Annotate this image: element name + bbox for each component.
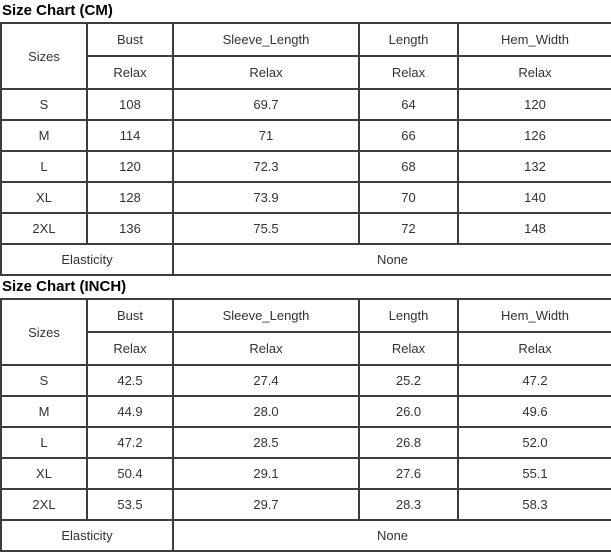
table-row-s: S 42.5 27.4 25.2 47.2 bbox=[1, 365, 611, 396]
value-cell: 28.3 bbox=[359, 489, 458, 520]
elasticity-value: None bbox=[173, 244, 611, 275]
value-cell: 50.4 bbox=[87, 458, 173, 489]
sub-header-relax: Relax bbox=[458, 332, 611, 365]
value-cell: 73.9 bbox=[173, 182, 359, 213]
size-chart-inch-title: Size Chart (INCH) bbox=[2, 278, 127, 295]
value-cell: 75.5 bbox=[173, 213, 359, 244]
size-cell: 2XL bbox=[1, 489, 87, 520]
value-cell: 44.9 bbox=[87, 396, 173, 427]
column-header-sizes: Sizes bbox=[1, 23, 87, 89]
value-cell: 49.6 bbox=[458, 396, 611, 427]
elasticity-row: Elasticity None bbox=[1, 520, 611, 551]
size-cell: 2XL bbox=[1, 213, 87, 244]
size-cell: L bbox=[1, 427, 87, 458]
value-cell: 140 bbox=[458, 182, 611, 213]
header-row-1: Sizes Bust Sleeve_Length Length Hem_Widt… bbox=[1, 23, 611, 89]
value-cell: 55.1 bbox=[458, 458, 611, 489]
elasticity-label: Elasticity bbox=[1, 520, 173, 551]
header-row-1: Sizes Bust Sleeve_Length Length Hem_Widt… bbox=[1, 299, 611, 365]
size-cell: XL bbox=[1, 182, 87, 213]
value-cell: 68 bbox=[359, 151, 458, 182]
value-cell: 27.6 bbox=[359, 458, 458, 489]
header-row-2: Relax Relax Relax Relax bbox=[1, 332, 611, 365]
value-cell: 70 bbox=[359, 182, 458, 213]
table-row-2xl: 2XL 136 75.5 72 148 bbox=[1, 213, 611, 244]
table-row-xl: XL 50.4 29.1 27.6 55.1 bbox=[1, 458, 611, 489]
sub-header-relax: Relax bbox=[458, 56, 611, 89]
header-row-2: Relax Relax Relax Relax bbox=[1, 56, 611, 89]
value-cell: 29.1 bbox=[173, 458, 359, 489]
size-cell: XL bbox=[1, 458, 87, 489]
value-cell: 71 bbox=[173, 120, 359, 151]
column-header-bust: Bust bbox=[87, 299, 173, 332]
sub-header-relax: Relax bbox=[173, 332, 359, 365]
size-cell: S bbox=[1, 365, 87, 396]
value-cell: 42.5 bbox=[87, 365, 173, 396]
value-cell: 132 bbox=[458, 151, 611, 182]
size-cell: M bbox=[1, 396, 87, 427]
sub-header-relax: Relax bbox=[173, 56, 359, 89]
value-cell: 27.4 bbox=[173, 365, 359, 396]
value-cell: 26.8 bbox=[359, 427, 458, 458]
table-row-2xl: 2XL 53.5 29.7 28.3 58.3 bbox=[1, 489, 611, 520]
value-cell: 64 bbox=[359, 89, 458, 120]
value-cell: 52.0 bbox=[458, 427, 611, 458]
value-cell: 47.2 bbox=[458, 365, 611, 396]
value-cell: 28.5 bbox=[173, 427, 359, 458]
size-chart-inch-table: Sizes Bust Sleeve_Length Length Hem_Widt… bbox=[0, 298, 611, 552]
column-header-length: Length bbox=[359, 23, 458, 56]
size-chart-cm-table: Sizes Bust Sleeve_Length Length Hem_Widt… bbox=[0, 22, 611, 276]
sub-header-relax: Relax bbox=[87, 332, 173, 365]
column-header-sleeve-length: Sleeve_Length bbox=[173, 23, 359, 56]
elasticity-value: None bbox=[173, 520, 611, 551]
column-header-bust: Bust bbox=[87, 23, 173, 56]
elasticity-row: Elasticity None bbox=[1, 244, 611, 275]
value-cell: 29.7 bbox=[173, 489, 359, 520]
value-cell: 26.0 bbox=[359, 396, 458, 427]
value-cell: 120 bbox=[87, 151, 173, 182]
value-cell: 58.3 bbox=[458, 489, 611, 520]
size-chart-cm-section: Size Chart (CM) Sizes Bust Sleeve_Length… bbox=[0, 0, 611, 276]
elasticity-label: Elasticity bbox=[1, 244, 173, 275]
size-cell: M bbox=[1, 120, 87, 151]
table-row-xl: XL 128 73.9 70 140 bbox=[1, 182, 611, 213]
column-header-length: Length bbox=[359, 299, 458, 332]
sub-header-relax: Relax bbox=[359, 332, 458, 365]
value-cell: 136 bbox=[87, 213, 173, 244]
value-cell: 72 bbox=[359, 213, 458, 244]
sub-header-relax: Relax bbox=[87, 56, 173, 89]
table-row-l: L 120 72.3 68 132 bbox=[1, 151, 611, 182]
value-cell: 28.0 bbox=[173, 396, 359, 427]
value-cell: 25.2 bbox=[359, 365, 458, 396]
size-cell: L bbox=[1, 151, 87, 182]
value-cell: 128 bbox=[87, 182, 173, 213]
value-cell: 72.3 bbox=[173, 151, 359, 182]
value-cell: 66 bbox=[359, 120, 458, 151]
sub-header-relax: Relax bbox=[359, 56, 458, 89]
value-cell: 108 bbox=[87, 89, 173, 120]
value-cell: 114 bbox=[87, 120, 173, 151]
size-chart-cm-title: Size Chart (CM) bbox=[2, 2, 113, 19]
column-header-hem-width: Hem_Width bbox=[458, 299, 611, 332]
column-header-sleeve-length: Sleeve_Length bbox=[173, 299, 359, 332]
value-cell: 53.5 bbox=[87, 489, 173, 520]
table-row-l: L 47.2 28.5 26.8 52.0 bbox=[1, 427, 611, 458]
size-chart-inch-section: Size Chart (INCH) Sizes Bust Sleeve_Leng… bbox=[0, 276, 611, 552]
value-cell: 69.7 bbox=[173, 89, 359, 120]
table-row-m: M 114 71 66 126 bbox=[1, 120, 611, 151]
column-header-hem-width: Hem_Width bbox=[458, 23, 611, 56]
column-header-sizes: Sizes bbox=[1, 299, 87, 365]
value-cell: 148 bbox=[458, 213, 611, 244]
value-cell: 126 bbox=[458, 120, 611, 151]
table-row-m: M 44.9 28.0 26.0 49.6 bbox=[1, 396, 611, 427]
size-cell: S bbox=[1, 89, 87, 120]
value-cell: 47.2 bbox=[87, 427, 173, 458]
value-cell: 120 bbox=[458, 89, 611, 120]
table-row-s: S 108 69.7 64 120 bbox=[1, 89, 611, 120]
